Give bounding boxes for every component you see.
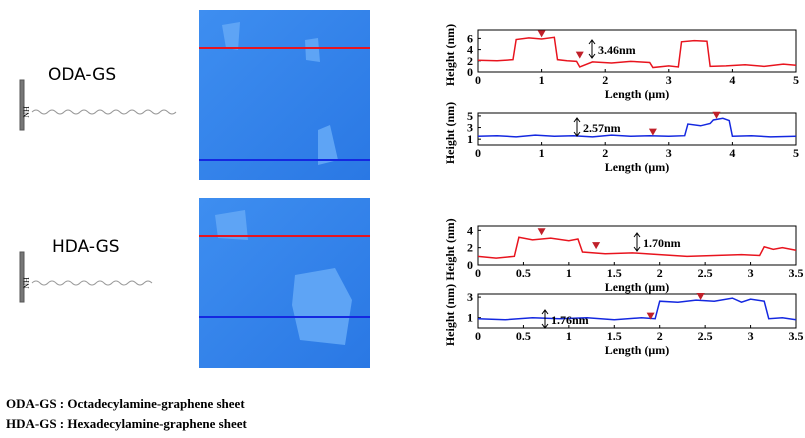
x-tick-label: 1 [566, 266, 572, 280]
profile-line [477, 297, 797, 321]
x-tick-label: 3.5 [789, 266, 804, 280]
x-tick-label: 1.5 [607, 329, 622, 343]
y-tick-label: 4 [467, 43, 473, 57]
cursor-marker [575, 51, 584, 59]
x-tick-label: 2 [602, 146, 608, 160]
x-tick-label: 0 [475, 329, 481, 343]
profile-line [477, 36, 797, 69]
x-tick-label: 3 [666, 146, 672, 160]
cursor-marker [537, 228, 546, 236]
height-annotation: 2.57nm [583, 121, 621, 135]
x-tick-label: 2 [602, 73, 608, 87]
plot-frame [477, 112, 797, 146]
x-tick-label: 2.5 [698, 329, 713, 343]
x-tick-label: 3 [666, 73, 672, 87]
x-tick-label: 1 [539, 146, 545, 160]
x-tick-label: 0 [475, 266, 481, 280]
height-annotation: 1.70nm [643, 236, 681, 250]
height-annotation: 3.46nm [598, 43, 636, 57]
y-axis-label: Height (nm) [443, 218, 457, 280]
x-tick-label: 1.5 [607, 266, 622, 280]
y-tick-label: 2 [467, 241, 473, 255]
profile-line [477, 117, 797, 138]
panel-label: HDA-GS [52, 237, 120, 257]
y-tick-label: 1 [467, 132, 473, 146]
x-tick-label: 2 [657, 266, 663, 280]
x-tick-label: 5 [793, 146, 799, 160]
y-tick-label: 5 [467, 109, 473, 123]
molecules [19, 79, 177, 303]
panel-label: ODA-GS [48, 65, 116, 85]
y-tick-label: 4 [467, 223, 473, 237]
legend-text: ODA-GS : Octadecylamine-graphene sheet [6, 396, 245, 411]
height-arrow [633, 232, 641, 252]
x-tick-label: 4 [729, 146, 735, 160]
nh-label: NH [22, 277, 31, 289]
cursor-marker [696, 293, 705, 301]
y-tick-label: 6 [467, 31, 473, 45]
x-tick-label: 0 [475, 146, 481, 160]
x-tick-label: 3 [748, 329, 754, 343]
cursor-marker [648, 128, 657, 136]
y-tick-label: 0 [467, 65, 473, 79]
y-axis-label: Height (nm) [443, 24, 457, 86]
cursor-marker [712, 111, 721, 119]
height-arrow [573, 117, 581, 137]
y-tick-label: 1 [467, 311, 473, 325]
height-arrow [541, 309, 549, 329]
cursor-marker [592, 242, 601, 250]
x-tick-label: 1 [539, 73, 545, 87]
x-tick-label: 5 [793, 73, 799, 87]
y-tick-label: 0 [467, 258, 473, 272]
height-arrow [588, 39, 596, 59]
x-tick-label: 3.5 [789, 329, 804, 343]
x-axis-label: Length (μm) [605, 160, 669, 174]
y-axis-label: Height (nm) [443, 102, 457, 164]
afm-images [199, 10, 370, 368]
x-tick-label: 2.5 [698, 266, 713, 280]
cursor-marker [537, 30, 546, 38]
x-tick-label: 1 [566, 329, 572, 343]
x-tick-label: 2 [657, 329, 663, 343]
plot-frame [477, 225, 797, 266]
x-tick-label: 0.5 [516, 266, 531, 280]
x-axis-label: Length (μm) [605, 87, 669, 101]
y-tick-label: 3 [467, 121, 473, 135]
profile-line [477, 236, 797, 259]
y-tick-label: 2 [467, 54, 473, 68]
x-tick-label: 0 [475, 73, 481, 87]
plot-frame [477, 29, 797, 73]
y-axis-label: Height (nm) [443, 284, 457, 346]
height-annotation: 1.76nm [551, 313, 589, 327]
cursor-marker [646, 312, 655, 320]
legend-text: HDA-GS : Hexadecylamine-graphene sheet [6, 416, 248, 431]
x-axis-label: Length (μm) [605, 280, 669, 294]
nh-label: NH [22, 106, 31, 118]
x-tick-label: 4 [729, 73, 735, 87]
y-tick-label: 3 [467, 290, 473, 304]
plot-frame [477, 293, 797, 329]
x-axis-label: Length (μm) [605, 343, 669, 357]
x-tick-label: 3 [748, 266, 754, 280]
x-tick-label: 0.5 [516, 329, 531, 343]
